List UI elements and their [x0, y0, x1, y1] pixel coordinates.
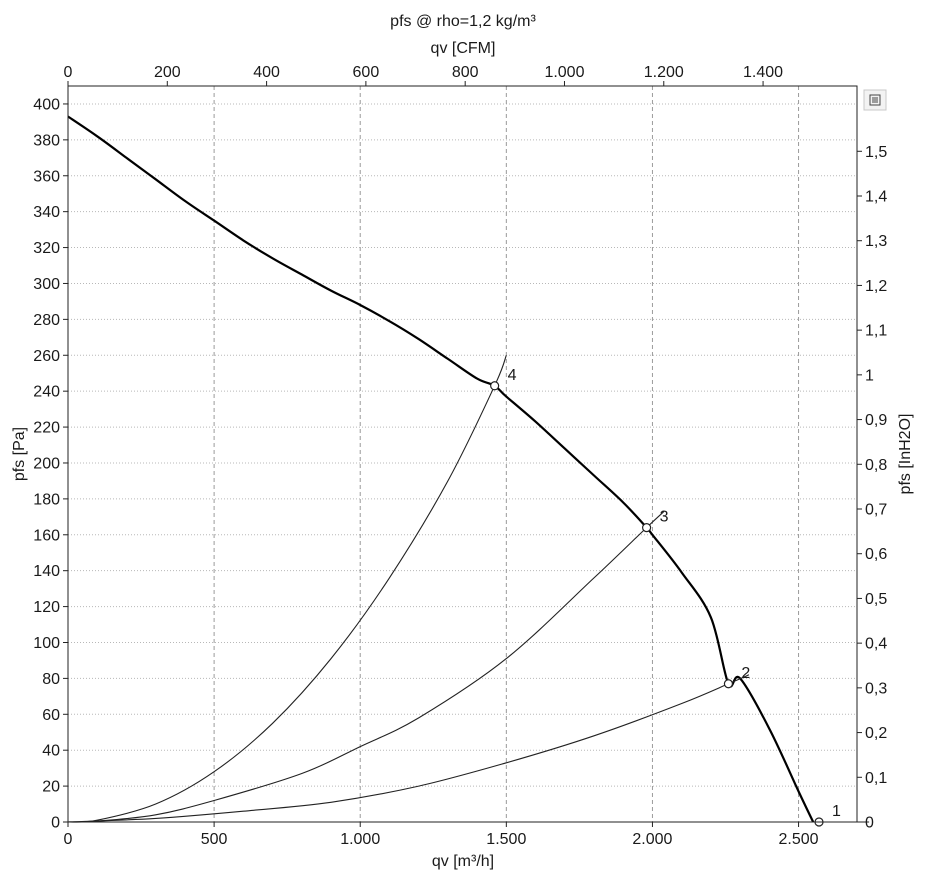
y2-tick-label: 1,5	[865, 144, 887, 161]
x-tick-label: 2.500	[779, 831, 819, 848]
x2-tick-label: 1.000	[544, 64, 584, 81]
y2-tick-label: 0,9	[865, 412, 887, 429]
y-tick-label: 100	[33, 635, 60, 652]
system-curve-2	[67, 510, 665, 823]
y-tick-label: 400	[33, 96, 60, 113]
y2-tick-label: 1,2	[865, 278, 887, 295]
x-tick-label: 0	[64, 831, 73, 848]
x2-tick-label: 1.200	[644, 64, 684, 81]
y-tick-label: 200	[33, 455, 60, 472]
y-tick-label: 160	[33, 527, 60, 544]
y2-tick-label: 0,1	[865, 770, 887, 787]
right-axis-label: pfs [InH2O]	[897, 414, 914, 495]
y2-tick-label: 0,6	[865, 546, 887, 563]
y-tick-label: 300	[33, 276, 60, 293]
y2-tick-label: 0	[865, 815, 874, 832]
x2-tick-label: 0	[64, 64, 73, 81]
y-tick-label: 220	[33, 420, 60, 437]
axes: 0204060801001201401601802002202402602803…	[33, 64, 887, 848]
x-tick-label: 2.000	[632, 831, 672, 848]
y-tick-label: 380	[33, 132, 60, 149]
top-axis-label: qv [CFM]	[431, 40, 496, 57]
y-tick-label: 60	[42, 707, 60, 724]
operating-points: 1 2 3 4	[490, 367, 841, 827]
operating-point-label: 4	[508, 367, 517, 384]
x-tick-label: 500	[201, 831, 228, 848]
y2-tick-label: 0,2	[865, 725, 887, 742]
y2-tick-label: 0,7	[865, 501, 887, 518]
y-axis-label: pfs [Pa]	[11, 427, 28, 481]
y2-tick-label: 1,3	[865, 233, 887, 250]
y-tick-label: 280	[33, 312, 60, 329]
fan-curve	[67, 115, 815, 823]
y-tick-label: 240	[33, 384, 60, 401]
y-tick-label: 180	[33, 491, 60, 508]
x2-tick-label: 400	[253, 64, 280, 81]
x2-tick-label: 200	[154, 64, 181, 81]
operating-point-4	[490, 381, 500, 391]
y-tick-label: 360	[33, 168, 60, 185]
y2-tick-label: 0,5	[865, 591, 887, 608]
y-tick-label: 20	[42, 779, 60, 796]
y-tick-label: 80	[42, 671, 60, 688]
x-tick-label: 1.500	[486, 831, 526, 848]
y2-tick-label: 0,8	[865, 457, 887, 474]
y-tick-label: 40	[42, 743, 60, 760]
y-tick-label: 0	[51, 815, 60, 832]
x-tick-label: 1.000	[340, 831, 380, 848]
y-tick-label: 120	[33, 599, 60, 616]
y-tick-label: 320	[33, 240, 60, 257]
operating-point-label: 2	[741, 665, 750, 682]
operating-point-label: 1	[832, 803, 841, 820]
system-curve-1	[67, 355, 507, 823]
curve-series	[67, 115, 870, 823]
y2-tick-label: 1,4	[865, 188, 887, 205]
y-tick-label: 340	[33, 204, 60, 221]
x2-tick-label: 600	[353, 64, 380, 81]
system-curve-3	[67, 674, 750, 823]
y2-tick-label: 0,4	[865, 636, 887, 653]
x2-tick-label: 1.400	[743, 64, 783, 81]
operating-point-label: 3	[660, 509, 669, 526]
chart-title: pfs @ rho=1,2 kg/m³	[390, 13, 536, 30]
export-icon[interactable]	[863, 89, 887, 111]
y2-tick-label: 1	[865, 367, 874, 384]
operating-point-2	[723, 679, 734, 689]
plot-frame	[67, 85, 858, 823]
y-tick-label: 260	[33, 348, 60, 365]
operating-point-3	[641, 522, 652, 533]
y-tick-label: 140	[33, 563, 60, 580]
y2-tick-label: 0,3	[865, 680, 887, 697]
x2-tick-label: 800	[452, 64, 479, 81]
x-axis-label: qv [m³/h]	[432, 853, 494, 870]
y2-tick-label: 1,1	[865, 323, 887, 340]
